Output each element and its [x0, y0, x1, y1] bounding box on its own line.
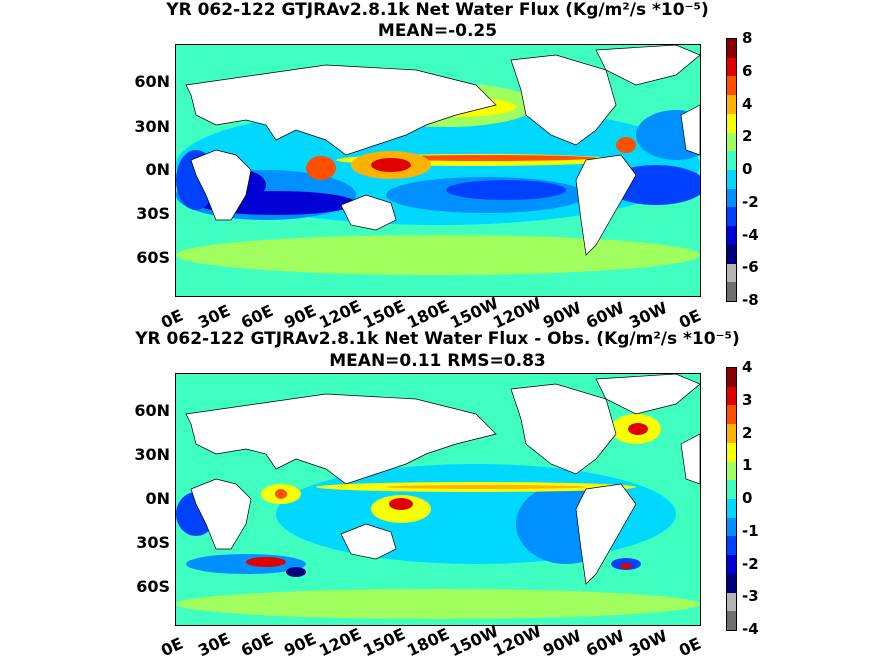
colorbar-segment: [727, 39, 736, 58]
panel-title: YR 062-122 GTJRAv2.8.1k Net Water Flux -…: [135, 329, 740, 349]
colorbar-segment: [727, 592, 736, 612]
colorbar-segment: [727, 188, 736, 208]
colorbar-segment: [727, 555, 736, 574]
lon-label: 60E: [238, 300, 277, 333]
colorbar-tick-label: -2: [742, 192, 759, 211]
colorbar-segment: [727, 76, 736, 96]
colorbar-segment: [727, 405, 736, 425]
lon-label: 0E: [676, 633, 705, 660]
lon-label: 120W: [490, 293, 545, 333]
colorbar-segment: [727, 226, 736, 245]
colorbar: [726, 367, 737, 631]
colorbar-tick-label: -4: [742, 225, 759, 244]
lat-label: 60S: [136, 248, 170, 267]
colorbar-segment: [727, 461, 736, 481]
colorbar-tick-label: 4: [742, 94, 753, 113]
colorbar-segment: [727, 132, 736, 152]
lat-label: 0N: [145, 489, 170, 508]
colorbar-tick-label: 2: [742, 423, 753, 442]
lat-label: 60N: [134, 72, 170, 91]
colorbar-segment: [727, 573, 736, 593]
lon-label: 150E: [360, 624, 409, 660]
panel-subtitle: MEAN=0.11 RMS=0.83: [329, 351, 546, 371]
colorbar-segment: [727, 442, 736, 462]
lat-label: 60N: [134, 401, 170, 420]
lat-label: 30N: [134, 445, 170, 464]
colorbar-tick-label: 1: [742, 456, 753, 475]
lon-label: 120E: [316, 624, 365, 660]
lat-label: 30S: [136, 533, 170, 552]
colorbar-segment: [727, 480, 736, 499]
lon-label: 90E: [281, 300, 320, 333]
lon-label: 60W: [583, 626, 628, 660]
lat-label: 60S: [136, 577, 170, 596]
colorbar-tick-label: 6: [742, 61, 753, 80]
colorbar-tick-label: 8: [742, 29, 753, 47]
lon-label: 90E: [281, 628, 320, 660]
lon-label: 90W: [540, 298, 585, 333]
lon-label: 60E: [238, 628, 277, 660]
colorbar-tick-label: -6: [742, 258, 759, 277]
colorbar-segment: [727, 536, 736, 556]
lon-label: 180E: [404, 296, 453, 333]
lon-label: 120W: [490, 621, 545, 660]
colorbar-segment: [727, 151, 736, 170]
colorbar-segment: [727, 170, 736, 189]
lon-label: 150E: [360, 296, 409, 333]
lat-label: 30N: [134, 117, 170, 136]
colorbar-tick-label: 0: [742, 160, 753, 178]
colorbar-segment: [727, 517, 736, 537]
colorbar-tick-label: -2: [742, 554, 759, 573]
colorbar-segment: [727, 95, 736, 114]
lat-label: 0N: [145, 160, 170, 179]
colorbar-tick-label: 0: [742, 489, 753, 507]
lon-label: 60W: [583, 298, 628, 333]
colorbar-segment: [727, 207, 736, 227]
colorbar-segment: [727, 368, 736, 387]
lon-label: 30E: [195, 628, 234, 660]
lon-label: 180E: [404, 624, 453, 660]
map-net-water-flux-minus-obs: [175, 373, 701, 626]
colorbar-segment: [727, 244, 736, 264]
colorbar-tick-label: -1: [742, 521, 759, 540]
colorbar-segment: [727, 263, 736, 283]
panel-subtitle: MEAN=-0.25: [377, 21, 498, 41]
colorbar-segment: [727, 424, 736, 443]
colorbar: [726, 38, 737, 302]
lon-label: 30W: [626, 298, 671, 333]
colorbar-segment: [727, 386, 736, 406]
colorbar-tick-label: -8: [742, 291, 759, 309]
colorbar-segment: [727, 113, 736, 133]
lon-label: 0E: [158, 633, 187, 660]
colorbar-segment: [727, 57, 736, 77]
lon-label: 90W: [540, 626, 585, 660]
colorbar-tick-label: -3: [742, 587, 759, 606]
panel-title: YR 062-122 GTJRAv2.8.1k Net Water Flux (…: [166, 0, 709, 20]
colorbar-tick-label: 2: [742, 127, 753, 146]
colorbar-segment: [727, 499, 736, 518]
lon-label: 30E: [195, 300, 234, 333]
colorbar-tick-label: -4: [742, 620, 759, 638]
colorbar-tick-label: 3: [742, 390, 753, 409]
map-net-water-flux: [175, 44, 701, 297]
lat-label: 30S: [136, 204, 170, 223]
colorbar-tick-label: 4: [742, 358, 753, 376]
colorbar-segment: [727, 611, 736, 630]
lon-label: 30W: [626, 626, 671, 660]
colorbar-segment: [727, 282, 736, 301]
lon-label: 120E: [316, 296, 365, 333]
